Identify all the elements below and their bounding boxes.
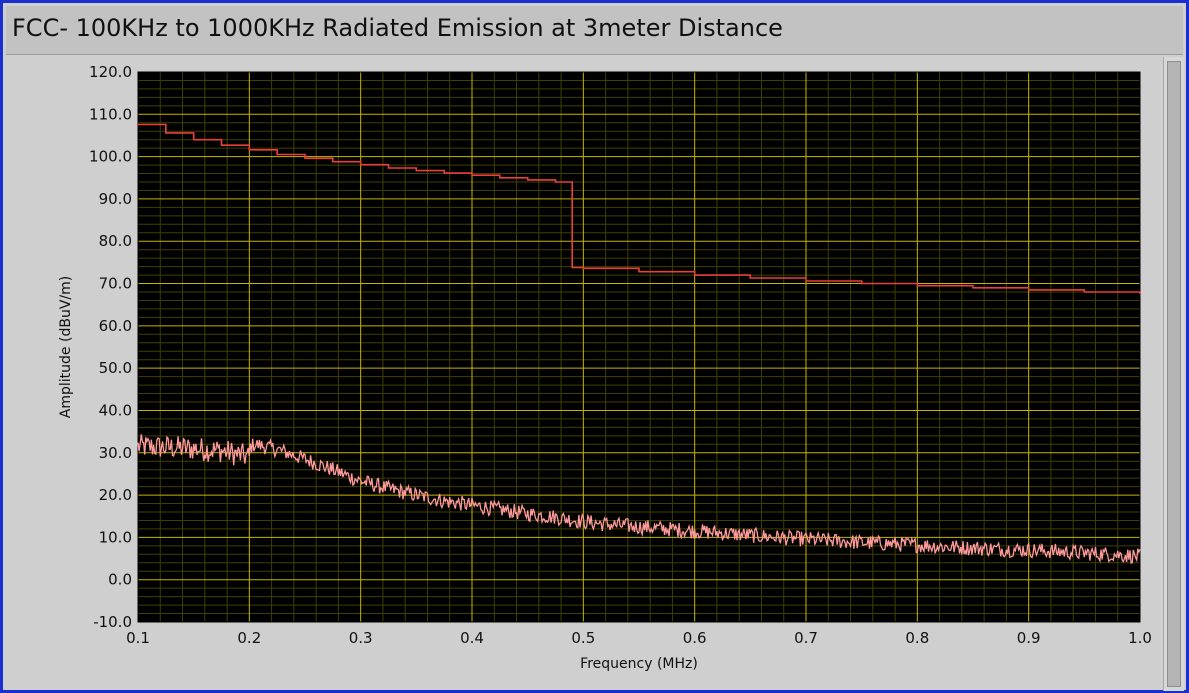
x-tick-label: 0.6 (683, 629, 707, 647)
y-tick-labels: 120.0 110.0 100.0 90.0 80.0 70.0 60.0 50.0 40.0 3… (89, 63, 132, 631)
x-tick-label: 0.3 (349, 629, 373, 647)
y-tick-label: 50.0 (99, 359, 132, 377)
major-grid (137, 71, 1141, 623)
y-tick-label: 120.0 (89, 63, 132, 81)
minor-grid (138, 72, 1140, 622)
y-tick-label: 20.0 (99, 486, 132, 504)
x-tick-label: 0.2 (237, 629, 261, 647)
vertical-scrollbar[interactable] (1163, 57, 1184, 691)
y-tick-label: -10.0 (93, 613, 132, 631)
y-tick-label: 0.0 (108, 571, 132, 589)
emission-trace-series (137, 434, 1141, 564)
x-axis-label: Frequency (MHz) (580, 656, 698, 672)
limit-line-series (138, 123, 1141, 294)
y-tick-label: 40.0 (99, 401, 132, 419)
y-tick-label: 30.0 (99, 444, 132, 462)
title-bar: FCC- 100KHz to 1000KHz Radiated Emission… (6, 6, 1183, 55)
x-tick-label: 0.4 (460, 629, 484, 647)
y-tick-label: 60.0 (99, 317, 132, 335)
x-tick-label: 0.9 (1017, 629, 1041, 647)
y-tick-label: 90.0 (99, 190, 132, 208)
y-tick-label: 70.0 (99, 275, 132, 293)
x-tick-label: 0.5 (571, 629, 595, 647)
window-title: FCC- 100KHz to 1000KHz Radiated Emission… (12, 14, 783, 42)
plot-frame (137, 71, 1141, 623)
x-tick-label: 0.7 (794, 629, 818, 647)
x-tick-labels: 0.1 0.2 0.3 0.4 0.5 0.6 0.7 0.8 0.9 1.0 (126, 629, 1152, 647)
y-tick-label: 80.0 (99, 232, 132, 250)
x-tick-label: 0.8 (905, 629, 929, 647)
y-tick-label: 100.0 (89, 148, 132, 166)
x-tick-label: 0.1 (126, 629, 150, 647)
x-tick-label: 1.0 (1128, 629, 1152, 647)
y-tick-label: 110.0 (89, 105, 132, 123)
y-axis-label: Amplitude (dBuV/m) (58, 276, 74, 418)
y-tick-label: 10.0 (99, 528, 132, 546)
series-layer (137, 123, 1141, 564)
scrollbar-thumb[interactable] (1167, 61, 1181, 687)
